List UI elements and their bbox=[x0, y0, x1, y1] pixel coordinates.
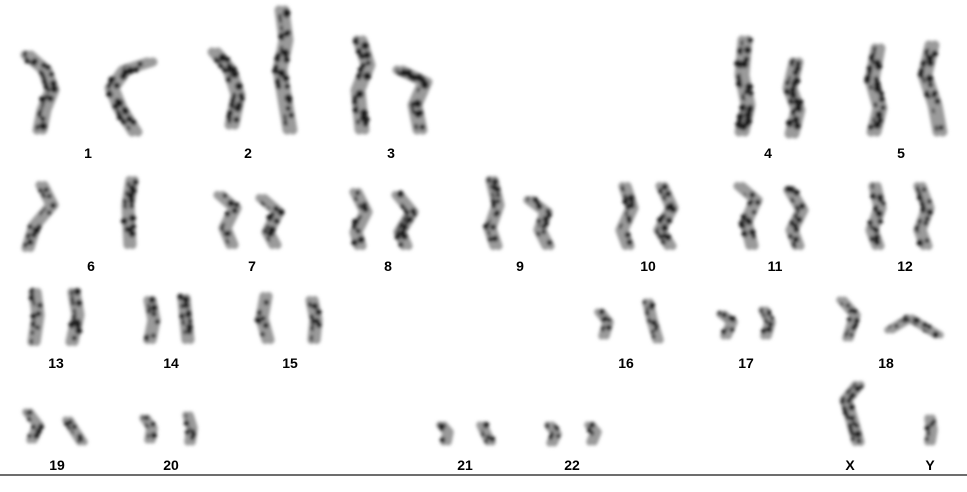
label-chromosome-1: 1 bbox=[84, 145, 92, 161]
chr20-right-b bbox=[186, 411, 198, 446]
label-chromosome-18: 18 bbox=[878, 355, 894, 371]
label-chromosome-8: 8 bbox=[384, 258, 392, 274]
chr4-right-a bbox=[782, 57, 800, 139]
label-chromosome-x: X bbox=[845, 457, 855, 473]
label-chromosome-13: 13 bbox=[48, 355, 64, 371]
label-chromosome-22: 22 bbox=[564, 457, 580, 473]
chr13-left-b bbox=[32, 288, 45, 346]
chr14-left-b bbox=[148, 296, 161, 344]
chr15-left-b bbox=[260, 292, 275, 344]
label-chromosome-16: 16 bbox=[618, 355, 634, 371]
chr20-left-b bbox=[143, 414, 158, 444]
label-chromosome-11: 11 bbox=[767, 258, 783, 274]
chr9-left-b bbox=[488, 176, 505, 250]
chr6-left-b bbox=[26, 181, 59, 252]
chr18-right-b bbox=[888, 314, 944, 339]
chr1-left-b bbox=[26, 50, 60, 135]
chr22-right-b bbox=[588, 421, 602, 446]
chr9-right-b bbox=[528, 196, 555, 250]
chr15-right-b bbox=[310, 296, 323, 344]
chr3-left-b bbox=[355, 35, 376, 135]
chr18-left-b bbox=[840, 296, 861, 342]
chr10-right-b bbox=[658, 182, 679, 250]
label-chromosome-12: 12 bbox=[897, 258, 913, 274]
chr11-right-b bbox=[788, 186, 809, 250]
chr21-left-b bbox=[440, 421, 454, 446]
chr2-left-b bbox=[213, 47, 246, 130]
label-chromosome-2: 2 bbox=[244, 145, 252, 161]
label-chromosome-6: 6 bbox=[87, 258, 95, 274]
chr1-right-b bbox=[110, 57, 158, 137]
chrY-a bbox=[924, 414, 934, 446]
chr8-left-b bbox=[354, 188, 373, 250]
label-chromosome-19: 19 bbox=[49, 457, 65, 473]
chr16-right-b bbox=[646, 298, 664, 344]
chr10-left-b bbox=[620, 182, 639, 250]
chr16-left-b bbox=[598, 308, 614, 340]
chr11-left-b bbox=[738, 182, 763, 250]
chr12-right-b bbox=[918, 182, 935, 250]
label-chromosome-5: 5 bbox=[897, 145, 905, 161]
label-chromosome-20: 20 bbox=[163, 457, 179, 473]
chrY-b bbox=[928, 414, 938, 446]
chr5-left-b bbox=[870, 43, 888, 137]
label-chromosome-4: 4 bbox=[764, 145, 772, 161]
chrX-b bbox=[844, 381, 865, 446]
chr19-left-b bbox=[26, 408, 45, 444]
label-chromosome-y: Y bbox=[925, 457, 935, 473]
chr21-right-b bbox=[480, 421, 496, 446]
chr5-right-b bbox=[923, 40, 948, 137]
chr3-right-b bbox=[398, 65, 433, 135]
chr12-right-a bbox=[913, 182, 930, 250]
label-chromosome-9: 9 bbox=[516, 258, 524, 274]
chr8-right-b bbox=[396, 190, 419, 250]
chr13-right-b bbox=[70, 288, 85, 346]
chr4-left-b bbox=[739, 35, 756, 137]
chr19-right-b bbox=[66, 416, 88, 446]
label-chromosome-17: 17 bbox=[738, 355, 754, 371]
label-chromosome-14: 14 bbox=[163, 355, 179, 371]
label-chromosome-10: 10 bbox=[640, 258, 656, 274]
chr7-right-b bbox=[260, 194, 285, 249]
baseline-rule bbox=[0, 474, 967, 476]
chr12-left-b bbox=[870, 182, 887, 250]
chr7-left-b bbox=[218, 191, 242, 249]
chr17-right-b bbox=[762, 306, 776, 340]
label-chromosome-21: 21 bbox=[457, 457, 473, 473]
chr14-right-a bbox=[177, 293, 190, 344]
label-chromosome-15: 15 bbox=[282, 355, 298, 371]
label-chromosome-7: 7 bbox=[248, 258, 256, 274]
chr17-left-b bbox=[720, 310, 738, 340]
chr2-right-b bbox=[277, 5, 298, 135]
chr4-right-b bbox=[788, 57, 806, 139]
label-chromosome-3: 3 bbox=[387, 145, 395, 161]
chr22-left-b bbox=[548, 421, 562, 447]
chr6-right-b bbox=[126, 176, 139, 249]
chr14-right-b bbox=[182, 294, 195, 344]
